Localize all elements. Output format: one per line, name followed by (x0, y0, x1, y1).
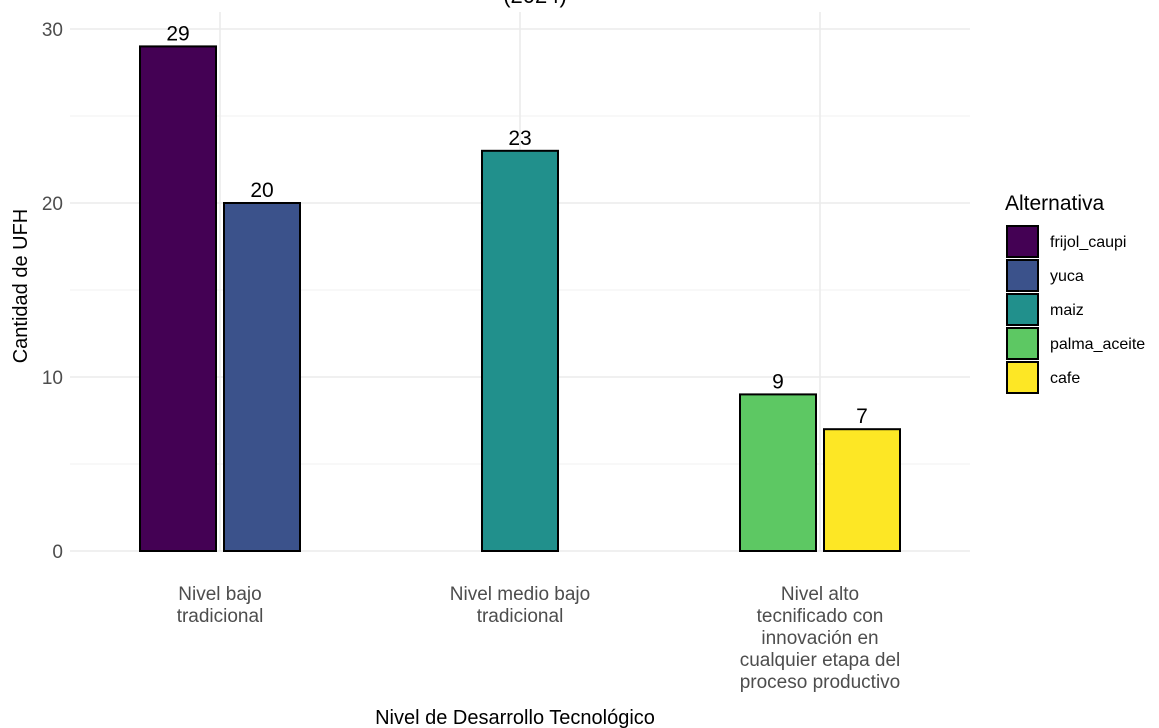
x-tick-label-line: Nivel bajo (178, 584, 261, 605)
bars (139, 45, 901, 553)
bar-yuca (223, 202, 301, 552)
x-tick-label: Nivel alto tecnificado con innovación en cu… (740, 584, 901, 693)
legend-swatch-palma_aceite (1006, 327, 1039, 360)
legend-swatch-yuca (1006, 259, 1039, 292)
bar-value-label: 29 (166, 22, 189, 45)
legend-label-palma_aceite: palma_aceite (1050, 336, 1145, 353)
x-tick-label-line: Nivel medio bajo (450, 584, 590, 605)
x-axis-title: Nivel de Desarrollo Tecnológico (375, 707, 655, 728)
legend-title: Alternativa (1005, 192, 1105, 215)
bar-maiz (481, 149, 559, 553)
legend-swatch-maiz (1006, 293, 1039, 326)
x-tick-label-line: tradicional (477, 606, 564, 627)
x-tick-label-line: cualquier etapa del (740, 650, 901, 671)
x-tick-label-line: tradicional (177, 606, 264, 627)
legend-swatch-frijol_caupi (1006, 225, 1039, 258)
legend-label-yuca: yuca (1050, 268, 1084, 285)
y-axis-title: Cantidad de UFH (10, 209, 32, 364)
x-tick-label-line: innovación en (761, 628, 878, 649)
bar-value-label: 7 (856, 405, 868, 428)
legend-label-maiz: maiz (1050, 302, 1084, 319)
x-tick-label-line: proceso productivo (740, 672, 901, 693)
bar-labels: 29 20 23 9 7 (166, 22, 868, 428)
legend-swatch-cafe (1006, 361, 1039, 394)
bar-cafe (823, 428, 901, 553)
y-tick-label: 30 (42, 20, 63, 41)
x-tick-label: Nivel medio bajo tradicional (450, 584, 590, 627)
y-axis-ticks: 0 10 20 30 (42, 20, 63, 563)
bar-frijol_caupi (139, 45, 217, 553)
x-tick-label-line: tecnificado con (757, 606, 884, 627)
legend-label-cafe: cafe (1050, 370, 1080, 387)
x-tick-label: Nivel bajo tradicional (177, 584, 264, 627)
bar-value-label: 20 (250, 179, 273, 202)
chart-title: (2024) (503, 0, 567, 8)
x-tick-label-line: Nivel alto (781, 584, 859, 605)
bar-value-label: 23 (508, 127, 531, 150)
bar-value-label: 9 (772, 370, 784, 393)
y-tick-label: 10 (42, 368, 63, 389)
y-tick-label: 0 (52, 542, 63, 563)
bar-palma_aceite (739, 393, 817, 552)
legend-label-frijol_caupi: frijol_caupi (1050, 234, 1126, 251)
y-tick-label: 20 (42, 194, 63, 215)
